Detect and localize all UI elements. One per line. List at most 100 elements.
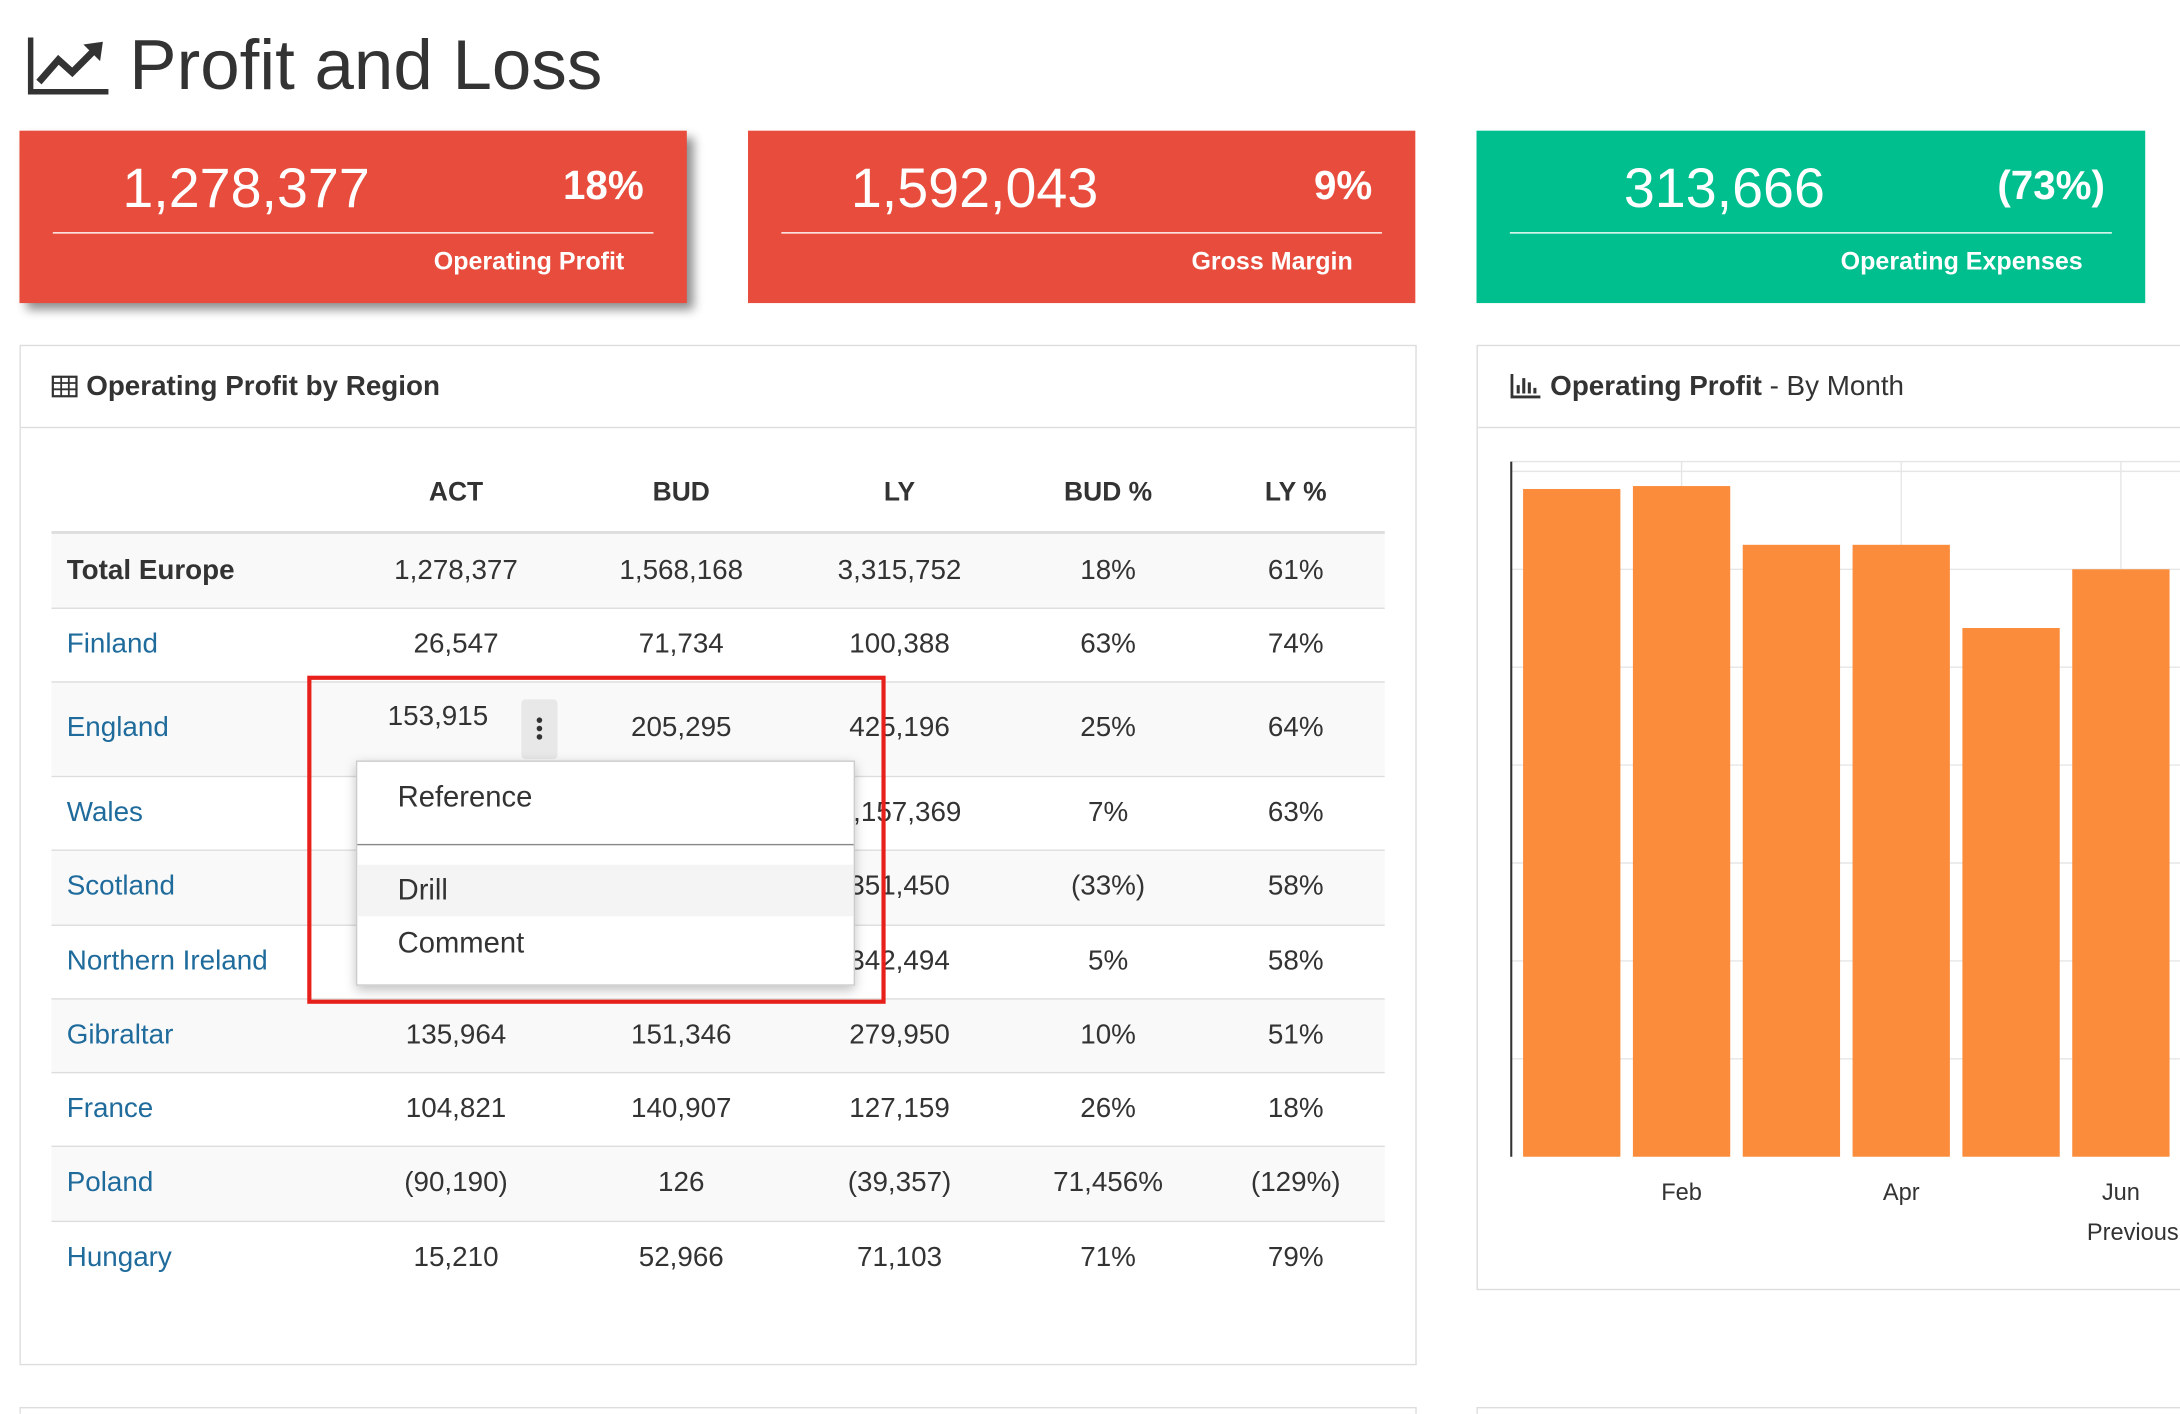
column-header: BUD % [1064, 478, 1153, 508]
column-header: LY % [1264, 478, 1327, 508]
column-header: ACT [428, 478, 484, 508]
panel [19, 1406, 1417, 1414]
context-menu: Reference Drill Comment [355, 760, 856, 986]
kpi-card: 1,592,043 9% Gross Margin [747, 130, 1416, 304]
table-cell: 351,450 [849, 871, 950, 902]
table-cell: 127,159 [849, 1092, 950, 1124]
menu-divider [357, 843, 854, 846]
kpi-percent: 18% [563, 164, 644, 209]
row-divider [51, 607, 1385, 609]
table-cell: (129%) [1250, 1167, 1341, 1198]
bar [1523, 488, 1621, 1157]
cell-menu-button[interactable] [521, 699, 558, 760]
row-label[interactable]: France [66, 1092, 154, 1124]
table-cell: 61% [1267, 554, 1324, 586]
table-cell: 71% [1080, 1241, 1136, 1273]
kpi-label: Operating Expenses [1840, 247, 2083, 276]
kpi-percent: (73%) [1997, 164, 2105, 209]
table-cell: 104,821 [405, 1092, 507, 1124]
kpi-value: 313,666 [1623, 158, 1825, 220]
table-cell: (90,190) [404, 1167, 508, 1198]
row-divider [51, 1071, 1385, 1074]
panel-title: Operating Profit by Region [86, 371, 440, 402]
table-cell: 26,547 [413, 628, 499, 660]
bar [1852, 544, 1950, 1157]
row-background [51, 1145, 1385, 1221]
chart-title: Operating Profit [1550, 371, 1762, 402]
table-cell: 153,915 [387, 701, 489, 732]
row-label[interactable]: Poland [66, 1167, 154, 1198]
table-cell: 58% [1267, 871, 1324, 902]
table-cell: 79% [1267, 1241, 1324, 1273]
row-background [51, 533, 1385, 608]
table-cell: 64% [1267, 712, 1324, 744]
header-rule [51, 531, 1385, 534]
row-label[interactable]: England [66, 712, 169, 744]
table-cell: 58% [1267, 945, 1324, 976]
panel-header: Operating Profit by Region [20, 346, 1416, 429]
row-label[interactable]: Gibraltar [66, 1019, 174, 1050]
row-label[interactable]: Scotland [66, 871, 175, 902]
kpi-card: 313,666 (73%) Operating Expenses [1476, 130, 2146, 304]
table-cell: 71,103 [857, 1241, 943, 1273]
table-cell: 100,388 [849, 628, 950, 660]
row-background [51, 681, 1385, 776]
bar-chart-icon [1510, 373, 1541, 399]
bar [2072, 569, 2170, 1157]
table-cell: 140,907 [630, 1092, 732, 1124]
table-cell: 71,734 [638, 628, 724, 660]
table-cell: (33%) [1070, 871, 1146, 902]
table-cell: 151,346 [630, 1019, 732, 1050]
table-icon [51, 375, 78, 398]
table-cell: 342,494 [849, 945, 950, 976]
table-cell: 1,568,168 [619, 554, 744, 586]
bar [1962, 628, 2060, 1157]
table-cell: 26% [1080, 1092, 1136, 1124]
kpi-rule [781, 232, 1382, 234]
column-header: BUD [652, 478, 710, 508]
table-cell: 18% [1080, 554, 1136, 586]
menu-item[interactable]: Comment [397, 927, 525, 960]
table-cell: 71,456% [1053, 1167, 1163, 1198]
table-cell: 15,210 [413, 1241, 499, 1273]
table-cell: 3,315,752 [837, 554, 962, 586]
row-divider [51, 1145, 1385, 1147]
table-cell: 5% [1087, 945, 1129, 976]
column-header: LY [883, 478, 916, 508]
highlight-box [307, 675, 886, 1004]
row-background [51, 998, 1385, 1072]
kebab-icon [536, 717, 543, 740]
x-tick-label: Apr [1883, 1180, 1920, 1206]
table-cell: 279,950 [849, 1019, 950, 1050]
title-icon [27, 37, 109, 95]
legend-label: Previous [2087, 1220, 2179, 1246]
row-label[interactable]: Finland [66, 628, 158, 660]
kpi-label: Gross Margin [1191, 247, 1353, 276]
row-label[interactable]: Wales [66, 796, 143, 828]
row-label[interactable]: Northern Ireland [66, 945, 268, 976]
row-label[interactable]: Hungary [66, 1241, 172, 1273]
kpi-rule [52, 232, 654, 234]
table-cell: 1,157,369 [837, 796, 962, 828]
table-cell: 52,966 [638, 1241, 724, 1273]
row-divider [51, 681, 1385, 683]
kpi-value: 1,592,043 [850, 158, 1099, 220]
x-tick-label: Jun [2102, 1180, 2140, 1206]
menu-item[interactable]: Reference [397, 781, 533, 814]
table-cell: 63% [1267, 796, 1324, 828]
table-cell: (39,357) [847, 1167, 952, 1198]
table-cell: 74% [1267, 628, 1324, 660]
x-tick-label: Feb [1661, 1180, 1702, 1206]
table-cell: 25% [1080, 712, 1136, 744]
bar [1632, 486, 1731, 1157]
menu-item[interactable]: Drill [357, 864, 854, 917]
bar [1742, 544, 1841, 1157]
table-cell: 135,964 [405, 1019, 507, 1050]
kpi-label: Operating Profit [433, 247, 625, 276]
chart-subtitle: - By Month [1769, 371, 1905, 402]
table-cell: 1,278,377 [394, 554, 518, 586]
table-cell: 425,196 [849, 712, 950, 744]
